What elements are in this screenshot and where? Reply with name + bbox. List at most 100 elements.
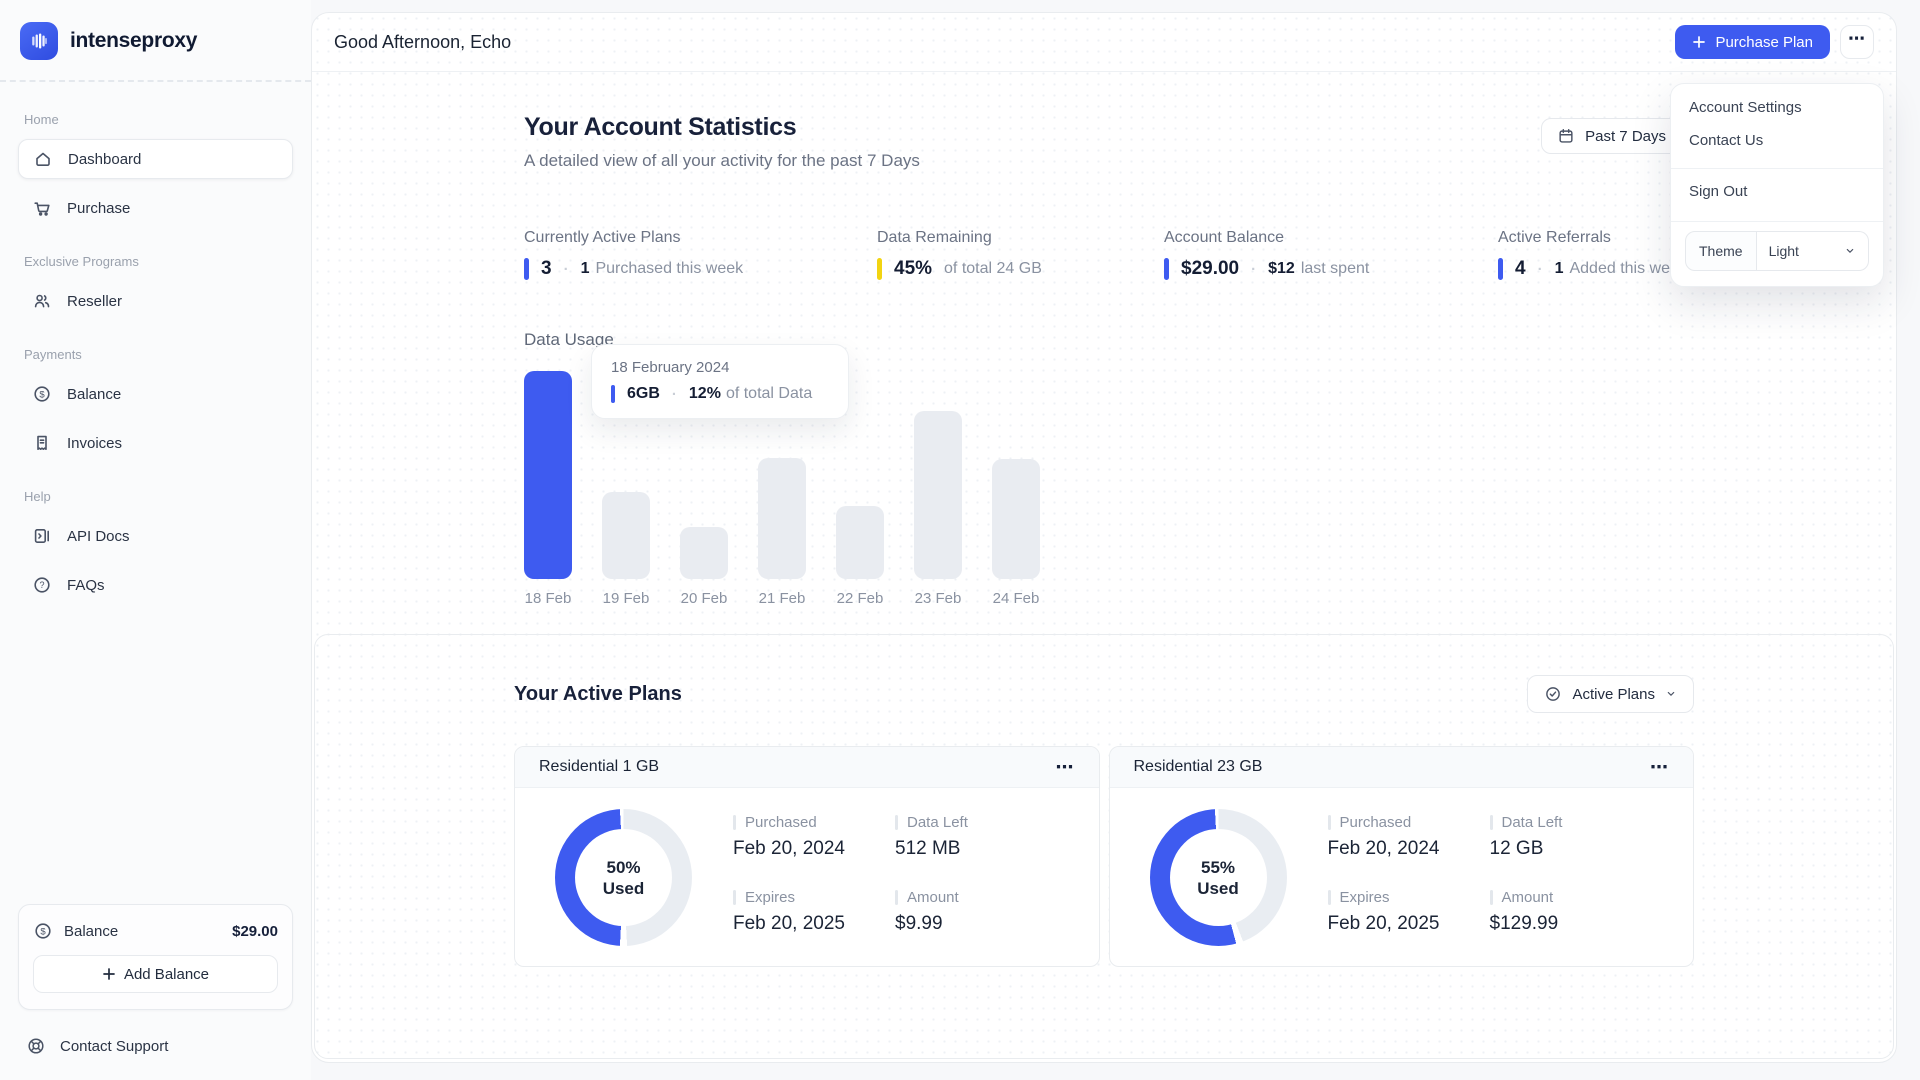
sidebar-item-label: Dashboard xyxy=(68,150,142,168)
contact-support-label: Contact Support xyxy=(60,1037,169,1055)
chart-bar[interactable] xyxy=(758,458,806,579)
tooltip-date: 18 February 2024 xyxy=(611,359,730,376)
chart-x-label: 21 Feb xyxy=(758,590,806,607)
stat-accent-bar xyxy=(877,258,882,280)
purchase-plan-label: Purchase Plan xyxy=(1715,33,1813,51)
sidebar-item-purchase[interactable]: Purchase xyxy=(18,188,293,228)
question-circle-icon: ? xyxy=(32,575,52,595)
stat-label: Active Referrals xyxy=(1498,229,1611,246)
chart-bars: 18 Feb 19 Feb 20 Feb 21 Feb 22 Feb 23 Feb 24 F… xyxy=(524,371,1704,607)
tooltip-percent: 12% xyxy=(688,385,721,402)
add-balance-label: Add Balance xyxy=(123,965,210,983)
sidebar-item-invoices[interactable]: Invoices xyxy=(18,423,293,463)
stat-secondary-text: Added this week xyxy=(1569,260,1687,277)
add-balance-button[interactable]: Add Balance xyxy=(33,955,278,993)
theme-control: Theme Light xyxy=(1685,231,1869,271)
sidebar: intenseproxy Home Dashboard Purchase Exc… xyxy=(0,0,311,1080)
sidebar-item-reseller[interactable]: Reseller xyxy=(18,281,293,321)
chart-bar[interactable] xyxy=(836,506,884,579)
plus-icon xyxy=(1692,35,1706,49)
plans-filter-button[interactable]: Active Plans xyxy=(1527,675,1694,713)
chart-bar[interactable] xyxy=(914,411,962,579)
chart-bar-group: 22 Feb xyxy=(836,371,884,607)
sidebar-item-label: API Docs xyxy=(67,527,130,545)
page-title: Your Account Statistics xyxy=(524,113,797,141)
stat-value: 4 xyxy=(1515,258,1526,279)
plan-card-menu-button[interactable]: ⋯ xyxy=(1650,757,1669,777)
plan-name: Residential 1 GB xyxy=(539,758,660,775)
sidebar-item-faqs[interactable]: ? FAQs xyxy=(18,565,293,605)
tooltip-suffix: of total Data xyxy=(725,385,813,402)
account-dropdown-menu: Account Settings Contact Us Sign Out The… xyxy=(1670,83,1884,287)
page-subtitle: A detailed view of all your activity for… xyxy=(524,151,920,170)
chart-bar[interactable] xyxy=(524,371,572,579)
sidebar-item-label: FAQs xyxy=(67,576,105,594)
chart-bar[interactable] xyxy=(992,459,1040,579)
balance-amount: $29.00 xyxy=(232,922,278,940)
balance-label: Balance xyxy=(64,922,119,940)
stat-data-remaining: Data Remaining 45% of total 24 GB xyxy=(877,229,1164,280)
dot-separator: · xyxy=(671,385,677,403)
home-icon xyxy=(33,149,53,169)
menu-item-account-settings[interactable]: Account Settings xyxy=(1689,99,1802,116)
field-data-left: Data Left 12 GB xyxy=(1489,814,1563,859)
contact-support-link[interactable]: Contact Support xyxy=(26,1036,293,1056)
sidebar-item-balance[interactable]: $ Balance xyxy=(18,374,293,414)
theme-selected-value: Light xyxy=(1768,243,1799,259)
chart-bar[interactable] xyxy=(680,527,728,579)
chart-bar-group: 19 Feb xyxy=(602,371,650,607)
data-usage-chart: Data Usage 18 Feb 19 Feb 20 Feb 21 Feb 22 Fe… xyxy=(524,330,1704,607)
chart-bar[interactable] xyxy=(602,492,650,579)
plan-card-residential-1gb: Residential 1 GB ⋯ 50% Used Purcha xyxy=(514,746,1100,967)
donut-percent: 55% xyxy=(1200,857,1236,877)
field-purchased: Purchased Feb 20, 2024 xyxy=(733,814,895,860)
balance-card: $ Balance $29.00 Add Balance xyxy=(18,904,293,1010)
stat-secondary-strong: 1 xyxy=(1554,260,1564,277)
receipt-icon xyxy=(32,433,52,453)
greeting-text: Good Afternoon, Echo xyxy=(334,31,512,52)
plan-card-residential-23gb: Residential 23 GB ⋯ 55% Used Purch xyxy=(1108,746,1694,967)
check-circle-icon xyxy=(1544,685,1562,703)
stat-label: Account Balance xyxy=(1164,229,1285,246)
stat-accent-bar xyxy=(1164,258,1169,280)
donut-caption: Used xyxy=(602,878,645,898)
header-more-button[interactable]: ⋯ xyxy=(1840,25,1874,59)
field-expires: Expires Feb 20, 2025 xyxy=(733,889,895,935)
chevron-down-icon xyxy=(1665,688,1677,700)
menu-divider xyxy=(1671,168,1883,169)
plan-cards: Residential 1 GB ⋯ 50% Used Purcha xyxy=(514,746,1694,967)
brand-logo-icon xyxy=(20,22,58,60)
stat-account-balance: Account Balance $29.00 · $12 last spent xyxy=(1164,229,1498,280)
sidebar-item-label: Balance xyxy=(67,385,122,403)
chart-bar-group: 20 Feb xyxy=(680,371,728,607)
field-amount: Amount $129.99 xyxy=(1490,889,1563,935)
stat-secondary-strong: $12 xyxy=(1268,260,1295,277)
stat-value: 3 xyxy=(541,258,552,279)
purchase-plan-button[interactable]: Purchase Plan xyxy=(1675,25,1830,59)
brand: intenseproxy xyxy=(0,0,311,80)
nav-section-help: Help xyxy=(24,489,51,504)
users-icon xyxy=(32,291,52,311)
stat-secondary-text: of total 24 GB xyxy=(944,260,1042,277)
chart-x-label: 23 Feb xyxy=(914,590,962,607)
nav-section-payments: Payments xyxy=(24,347,82,362)
dollar-circle-icon: $ xyxy=(33,921,53,941)
stat-secondary-text: Purchased this week xyxy=(595,260,744,277)
dot-separator: · xyxy=(1251,260,1257,278)
sidebar-item-api-docs[interactable]: API Docs xyxy=(18,516,293,556)
stat-accent-bar xyxy=(1498,258,1503,280)
menu-item-sign-out[interactable]: Sign Out xyxy=(1689,182,1748,200)
sidebar-footer: $ Balance $29.00 Add Balance Contact Sup… xyxy=(18,904,293,1064)
dot-separator: · xyxy=(1537,260,1543,278)
stat-secondary-strong: 1 xyxy=(580,260,590,277)
menu-item-contact-us[interactable]: Contact Us xyxy=(1689,132,1764,149)
theme-select[interactable]: Light xyxy=(1756,231,1869,271)
stat-secondary-text: last spent xyxy=(1300,260,1370,277)
dot-separator: · xyxy=(563,260,569,278)
sidebar-item-dashboard[interactable]: Dashboard xyxy=(18,139,293,179)
usage-donut-chart: 55% Used xyxy=(1149,809,1287,946)
chart-x-label: 22 Feb xyxy=(836,590,884,607)
plans-filter-label: Active Plans xyxy=(1572,685,1655,703)
stats-grid: Currently Active Plans 3 · 1 Purchased th… xyxy=(524,229,1704,280)
plan-card-menu-button[interactable]: ⋯ xyxy=(1055,757,1075,777)
